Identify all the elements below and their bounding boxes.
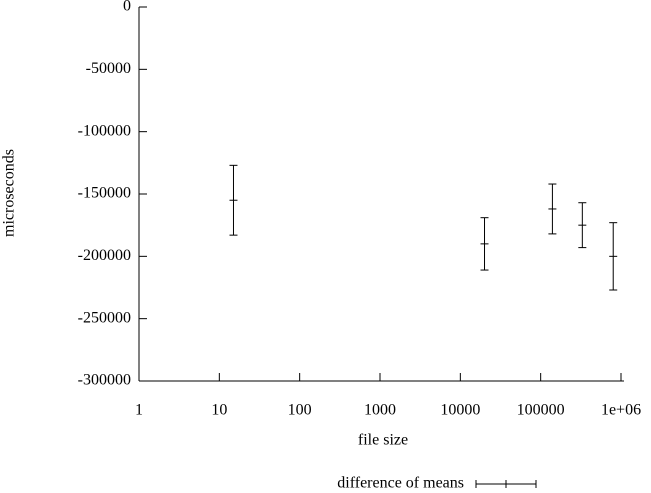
y-tick-label: -50000 bbox=[86, 60, 131, 77]
error-bar bbox=[548, 183, 557, 235]
y-tick-label: -250000 bbox=[78, 309, 131, 326]
x-tick-label: 10 bbox=[211, 402, 227, 419]
y-tick-label: -300000 bbox=[78, 372, 131, 389]
y-tick-label: -150000 bbox=[78, 185, 131, 202]
error-bar bbox=[229, 164, 238, 236]
error-bar bbox=[480, 217, 489, 271]
y-tick-label: 0 bbox=[123, 0, 131, 15]
legend-symbol bbox=[475, 480, 537, 488]
error-bar bbox=[578, 202, 587, 249]
legend-label: difference of means bbox=[337, 475, 464, 492]
y-tick-label: -100000 bbox=[78, 122, 131, 139]
x-tick-label: 100 bbox=[288, 402, 312, 419]
error-bar bbox=[609, 222, 618, 291]
x-axis-label: file size bbox=[358, 432, 408, 449]
y-axis-label: microseconds bbox=[1, 149, 18, 237]
y-tick-label: -200000 bbox=[78, 247, 131, 264]
x-tick-label: 1000 bbox=[364, 402, 396, 419]
x-tick-label: 1 bbox=[135, 402, 143, 419]
x-tick-label: 100000 bbox=[517, 402, 565, 419]
x-tick-label: 1e+06 bbox=[601, 402, 641, 419]
x-tick-label: 10000 bbox=[440, 402, 480, 419]
